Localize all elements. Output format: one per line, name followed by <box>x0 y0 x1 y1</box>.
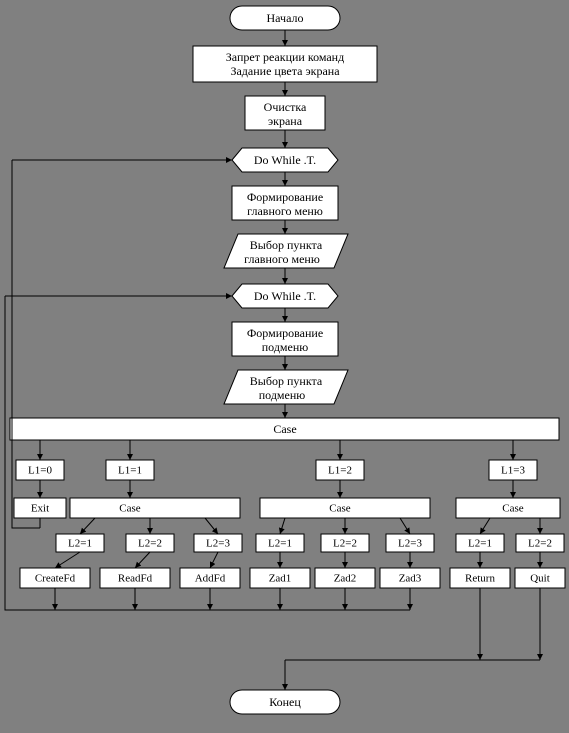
edge <box>55 552 80 568</box>
svg-text:L2=2: L2=2 <box>138 538 162 550</box>
label-exit: Exit <box>31 503 49 515</box>
label-l1-2: L1=2 <box>328 465 352 477</box>
label-n1a: Запрет реакции команд <box>226 50 344 64</box>
label-case-main: Case <box>273 422 296 436</box>
node-end: Конец <box>230 690 340 714</box>
node-n4: Формирование главного меню <box>232 186 338 220</box>
node-n2: Очистка экрана <box>245 96 325 130</box>
node-zad2: Zad2 <box>315 568 375 588</box>
label-n3: Do While .T. <box>254 153 316 167</box>
label-n5a: Выбор пункта <box>250 238 323 252</box>
label-n6: Do While .T. <box>254 289 316 303</box>
node-c-l2-1: L2=1 <box>456 534 504 552</box>
svg-text:ReadFd: ReadFd <box>118 573 153 585</box>
flowchart-canvas: Начало Запрет реакции команд Задание цве… <box>0 0 569 733</box>
node-addfd: AddFd <box>180 568 240 588</box>
svg-text:CreateFd: CreateFd <box>35 573 76 585</box>
node-n7: Формирование подменю <box>232 322 338 356</box>
node-case-a: Case <box>70 498 240 518</box>
node-b-l2-2: L2=2 <box>321 534 369 552</box>
svg-text:Return: Return <box>465 573 495 585</box>
node-zad1: Zad1 <box>250 568 310 588</box>
label-n7b: подменю <box>262 340 309 354</box>
edge <box>280 518 285 534</box>
edge <box>210 552 218 568</box>
svg-text:Zad2: Zad2 <box>334 573 357 585</box>
label-n2a: Очистка <box>264 100 307 114</box>
node-exit: Exit <box>14 498 66 518</box>
svg-text:Quit: Quit <box>530 573 550 585</box>
node-n6: Do While .T. <box>232 284 338 308</box>
node-l1-1: L1=1 <box>106 460 154 480</box>
svg-text:L2=3: L2=3 <box>398 538 422 550</box>
svg-text:L2=3: L2=3 <box>206 538 230 550</box>
label-case-c: Case <box>502 503 524 515</box>
svg-text:L2=2: L2=2 <box>333 538 357 550</box>
node-a-l2-3: L2=3 <box>194 534 242 552</box>
node-a-l2-2: L2=2 <box>126 534 174 552</box>
label-l1-3: L1=3 <box>501 465 525 477</box>
node-readfd: ReadFd <box>100 568 170 588</box>
node-n3: Do While .T. <box>232 148 338 172</box>
node-l1-2: L1=2 <box>316 460 364 480</box>
node-b-l2-3: L2=3 <box>386 534 434 552</box>
edge <box>205 518 218 534</box>
node-n8: Выбор пункта подменю <box>224 370 348 404</box>
label-l1-1: L1=1 <box>118 465 142 477</box>
node-n1: Запрет реакции команд Задание цвета экра… <box>193 46 377 82</box>
label-n7a: Формирование <box>247 326 323 340</box>
label-n1b: Задание цвета экрана <box>230 64 340 78</box>
node-case-main: Case <box>10 418 559 440</box>
edge <box>400 518 410 534</box>
node-a-l2-1: L2=1 <box>56 534 104 552</box>
node-b-l2-1: L2=1 <box>256 534 304 552</box>
node-createfd: CreateFd <box>20 568 90 588</box>
label-end: Конец <box>269 695 301 709</box>
svg-text:Zad1: Zad1 <box>269 573 292 585</box>
svg-text:AddFd: AddFd <box>195 573 226 585</box>
label-n2b: экрана <box>268 114 303 128</box>
node-n5: Выбор пункта главного меню <box>224 234 348 268</box>
label-n4a: Формирование <box>247 190 323 204</box>
node-return: Return <box>450 568 510 588</box>
edge <box>480 518 490 534</box>
label-l1-0: L1=0 <box>28 465 52 477</box>
node-case-c: Case <box>456 498 560 518</box>
label-n8a: Выбор пункта <box>250 374 323 388</box>
svg-text:L2=2: L2=2 <box>528 538 552 550</box>
label-n4b: главного меню <box>247 204 323 218</box>
node-quit: Quit <box>515 568 565 588</box>
node-start: Начало <box>230 6 340 30</box>
label-n8b: подменю <box>259 388 306 402</box>
svg-text:L2=1: L2=1 <box>468 538 492 550</box>
label-case-a: Case <box>119 503 141 515</box>
svg-text:Zad3: Zad3 <box>399 573 422 585</box>
svg-text:L2=1: L2=1 <box>268 538 292 550</box>
label-start: Начало <box>267 11 304 25</box>
node-case-b: Case <box>260 498 430 518</box>
label-n5b: главного меню <box>244 252 320 266</box>
edge <box>135 552 150 568</box>
node-zad3: Zad3 <box>380 568 440 588</box>
edge <box>80 518 95 534</box>
node-l1-3: L1=3 <box>489 460 537 480</box>
node-l1-0: L1=0 <box>16 460 64 480</box>
node-c-l2-2: L2=2 <box>516 534 564 552</box>
svg-text:L2=1: L2=1 <box>68 538 92 550</box>
label-case-b: Case <box>329 503 351 515</box>
